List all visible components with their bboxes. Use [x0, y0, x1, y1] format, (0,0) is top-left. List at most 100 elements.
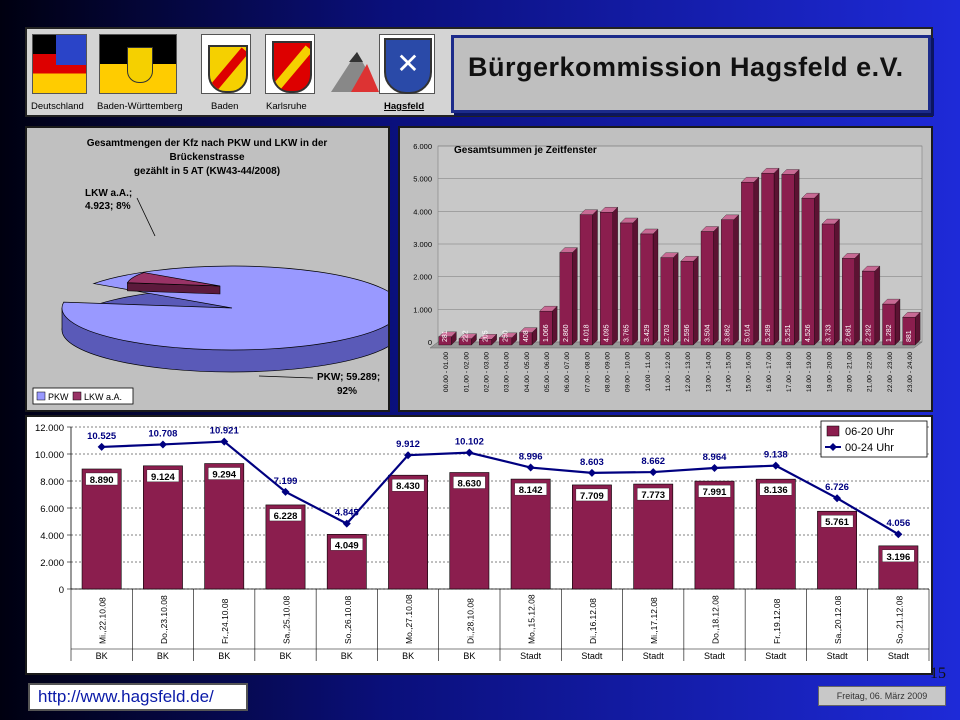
daily-chart-panel: 8.890 9.124 9.294 6.228 4.049 8.430 8.630 8.142…: [25, 415, 933, 675]
hourly-bar: 3.765: [619, 217, 639, 346]
hourly-bar-label: 1.066: [543, 324, 550, 342]
hourly-bar-label: 3.504: [704, 324, 711, 342]
xtick-label: 06.00 - 07.00: [564, 352, 571, 392]
pie-label-pkw: PKW; 59.289; 92%: [317, 372, 380, 397]
daily-bar-label-bg: [330, 538, 363, 551]
daily-line-label: 10.525: [87, 431, 117, 442]
xtick-group-label: Stadt: [520, 651, 542, 661]
pie-title-line-3: gezählt in 5 AT (KW43-44/2008): [134, 166, 280, 177]
daily-line-label: 7.199: [274, 476, 298, 487]
xtick-date-label: Fr.,19.12.08: [772, 598, 782, 644]
daily-bar-label-bg: [575, 488, 609, 502]
daily-line-point: [710, 463, 719, 472]
xtick-group-label: BK: [157, 651, 169, 661]
website-link[interactable]: http://www.hagsfeld.de/: [28, 683, 248, 711]
xtick-date-label: Mo.,15.12.08: [527, 594, 537, 644]
emblem-label-bw: Baden-Württemberg: [97, 101, 183, 112]
daily-bar-label: 4.049: [335, 540, 359, 551]
hourly-bar-label: 408: [523, 330, 530, 342]
ytick-label: 6.000: [413, 142, 432, 151]
xtick-group-label: BK: [279, 651, 291, 661]
daily-bar-label: 8.630: [457, 478, 481, 489]
daily-line-point: [833, 494, 842, 503]
emblem-label-deutschland: Deutschland: [31, 101, 84, 112]
daily-bar: 3.196: [878, 545, 919, 590]
hourly-bar-label: 4.526: [805, 324, 812, 342]
hourly-bar-label: 4.018: [583, 324, 590, 342]
xtick-label: 01.00 - 02.00: [463, 352, 470, 392]
daily-bar-label: 6.228: [274, 511, 298, 522]
daily-bar: 7.991: [694, 480, 735, 590]
hourly-bar: 3.862: [720, 214, 740, 346]
hourly-bar: 2.681: [841, 253, 861, 346]
daily-line-point: [894, 530, 903, 539]
hourly-bar-label: 5.014: [745, 324, 752, 342]
daily-line-label: 10.102: [455, 437, 484, 448]
xtick-group-label: Stadt: [581, 651, 603, 661]
xtick-group-label: Stadt: [765, 651, 787, 661]
hourly-bar: 2.703: [660, 252, 679, 346]
hourly-chart-title: Gesamtsummen je Zeitfenster: [454, 145, 597, 156]
xtick-date-label: Mi.,17.12.08: [649, 597, 659, 644]
hourly-bar-label: 3.429: [644, 324, 651, 342]
xtick-label: 16.00 - 17.00: [766, 352, 773, 392]
hourly-bar-label: 281: [442, 330, 449, 342]
hourly-bar-label: 250: [503, 330, 510, 342]
triangle-logo-icon: [327, 34, 381, 94]
legend-label-lkw: LKW a.A.: [84, 392, 122, 402]
xtick-group-label: Stadt: [827, 651, 849, 661]
daily-bar-label: 7.773: [641, 490, 665, 501]
hourly-bar: 4.018: [579, 209, 598, 346]
xtick-label: 11.00 - 12.00: [665, 352, 672, 392]
ytick-label: 1.000: [413, 305, 432, 314]
hourly-bar: 4.526: [801, 192, 820, 346]
xtick-label: 14.00 - 15.00: [725, 352, 732, 392]
ytick-label: 0: [59, 585, 64, 596]
xtick-label: 00.00 - 01.00: [443, 352, 450, 392]
xtick-group-label: BK: [218, 651, 230, 661]
daily-bar: 8.136: [755, 478, 796, 590]
xtick-label: 18.00 - 19.00: [806, 352, 813, 392]
pie-slice-lkw: [126, 272, 221, 287]
xtick-group-label: BK: [341, 651, 353, 661]
legend-swatch-lkw: [72, 391, 82, 401]
daily-line-label: 9.912: [396, 439, 420, 450]
ytick-label: 3.000: [413, 240, 432, 249]
hourly-bar: 2.292: [861, 265, 881, 346]
xtick-group-label: BK: [463, 651, 475, 661]
hourly-bar: 1.282: [882, 298, 901, 346]
hourly-bar: 5.251: [781, 169, 800, 346]
legend-label-06-20: 06-20 Uhr: [845, 426, 894, 438]
xtick-label: 09.00 - 10.00: [625, 352, 632, 392]
daily-line-point: [158, 440, 167, 449]
daily-bar: 8.430: [388, 474, 428, 590]
ytick-label: 12.000: [35, 423, 64, 434]
xtick-label: 17.00 - 18.00: [786, 352, 793, 392]
xtick-date-label: Sa.,20.12.08: [833, 596, 843, 644]
daily-line-label: 10.921: [210, 426, 240, 437]
daily-bar-label: 9.294: [212, 470, 236, 481]
daily-line-label: 8.662: [641, 456, 665, 467]
hourly-bar: 1.066: [539, 305, 558, 346]
hourly-bar: 281: [438, 330, 457, 346]
daily-line-label: 8.603: [580, 457, 604, 468]
xtick-group-label: BK: [96, 651, 108, 661]
ytick-label: 6.000: [40, 504, 64, 515]
xtick-label: 13.00 - 14.00: [705, 352, 712, 392]
daily-bar-label: 5.761: [825, 517, 849, 528]
xtick-group-label: BK: [402, 651, 414, 661]
xtick-label: 03.00 - 04.00: [504, 352, 511, 392]
hourly-chart-panel: Gesamtsummen je Zeitfenster 281 222 205 250…: [398, 126, 933, 412]
germany-flag-icon: [32, 34, 87, 94]
daily-bar-label: 8.136: [764, 485, 788, 496]
xtick-label: 07.00 - 08.00: [584, 352, 591, 392]
page-title: Bürgerkommission Hagsfeld e.V.: [468, 52, 904, 82]
xtick-date-label: So.,26.10.08: [343, 596, 353, 644]
daily-line-label: 6.726: [825, 482, 849, 493]
daily-line-series: [101, 440, 899, 536]
baden-coat-of-arms-icon: [201, 34, 251, 94]
pie-chart-panel: Gesamtmengen der Kfz nach PKW und LKW in…: [25, 126, 403, 412]
daily-line-label: 10.708: [148, 428, 177, 439]
hourly-bar-label: 4.095: [603, 324, 610, 342]
xtick-label: 20.00 - 21.00: [846, 352, 853, 392]
